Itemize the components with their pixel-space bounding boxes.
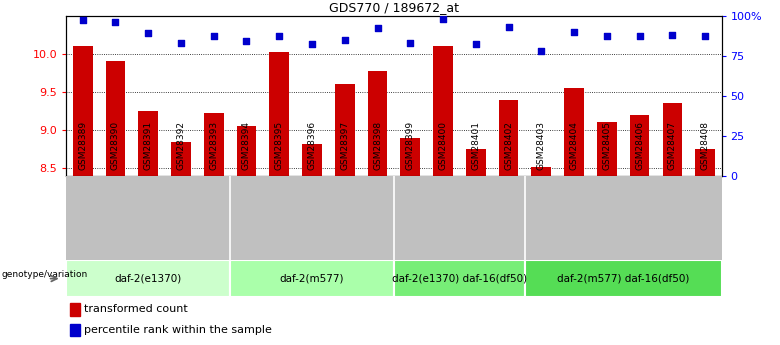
Point — [568, 29, 580, 34]
Point — [109, 19, 122, 25]
Bar — [466, 149, 486, 176]
Point — [207, 33, 220, 39]
Bar — [531, 167, 551, 176]
Point — [175, 40, 187, 46]
Bar — [564, 88, 584, 176]
Point — [470, 42, 482, 47]
Bar — [70, 324, 80, 336]
Bar — [105, 61, 126, 176]
Bar — [230, 260, 394, 297]
Point — [601, 33, 613, 39]
Point — [339, 37, 351, 42]
Bar — [498, 100, 519, 176]
Bar — [138, 111, 158, 176]
Bar — [236, 126, 257, 176]
Text: daf-2(m577): daf-2(m577) — [280, 274, 344, 284]
Point — [142, 30, 154, 36]
Bar — [695, 149, 715, 176]
Point — [535, 48, 548, 53]
Bar — [204, 113, 224, 176]
Bar — [171, 141, 191, 176]
Point — [371, 26, 384, 31]
Point — [633, 33, 646, 39]
Bar — [73, 46, 93, 176]
Point — [699, 33, 711, 39]
Text: daf-2(e1370): daf-2(e1370) — [115, 274, 182, 284]
Point — [404, 40, 417, 46]
Title: GDS770 / 189672_at: GDS770 / 189672_at — [329, 1, 459, 14]
Point — [240, 38, 253, 44]
Bar — [70, 303, 80, 316]
Bar — [433, 46, 453, 176]
Point — [76, 18, 89, 23]
Bar — [394, 260, 525, 297]
Bar — [367, 70, 388, 176]
Bar — [66, 260, 230, 297]
Text: daf-2(m577) daf-16(df50): daf-2(m577) daf-16(df50) — [557, 274, 690, 284]
Bar — [525, 260, 722, 297]
Point — [273, 33, 285, 39]
Point — [502, 24, 515, 30]
Point — [666, 32, 679, 38]
Text: percentile rank within the sample: percentile rank within the sample — [84, 325, 272, 335]
Bar — [662, 104, 682, 176]
Text: transformed count: transformed count — [84, 304, 188, 314]
Bar — [629, 115, 650, 176]
Bar — [400, 138, 420, 176]
Bar — [597, 122, 617, 176]
Bar — [302, 144, 322, 176]
Point — [437, 16, 449, 21]
Point — [306, 42, 318, 47]
Bar — [269, 52, 289, 176]
Text: genotype/variation: genotype/variation — [2, 270, 87, 279]
Bar — [335, 84, 355, 176]
Text: daf-2(e1370) daf-16(df50): daf-2(e1370) daf-16(df50) — [392, 274, 527, 284]
